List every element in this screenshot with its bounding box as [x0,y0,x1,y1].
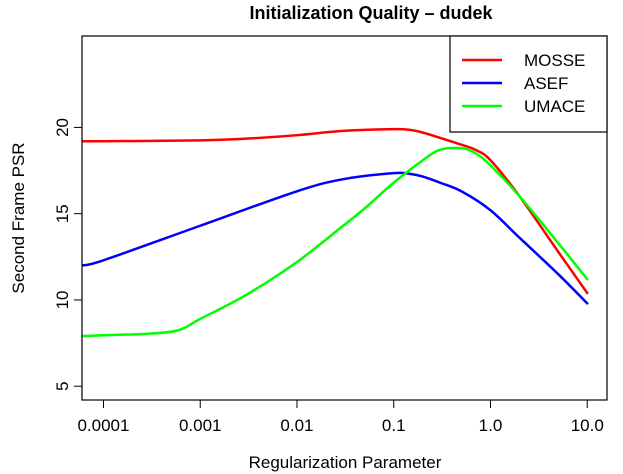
y-tick-label: 10 [53,290,72,309]
x-tick-label: 10.0 [571,416,604,435]
legend: MOSSE ASEF UMACE [449,35,608,133]
plot-area [82,127,589,338]
series-line-asef [82,171,589,305]
legend-label-asef: ASEF [524,74,568,93]
y-tick-label: 15 [53,204,72,223]
legend-label-umace: UMACE [524,97,585,116]
chart-title: Initialization Quality – dudek [249,3,493,23]
y-tick-label: 5 [53,381,72,390]
x-tick-label: 0.0001 [77,416,129,435]
x-tick-label: 1.0 [479,416,503,435]
x-tick-label: 0.001 [179,416,222,435]
y-axis-label: Second Frame PSR [9,142,28,293]
y-tick-label: 20 [53,118,72,137]
y-axis: 5 10 15 20 [53,118,82,391]
series-line-umace [82,146,589,338]
plot-frame [81,35,608,401]
series-line-mosse [82,127,589,295]
x-axis-label: Regularization Parameter [249,453,442,472]
x-tick-label: 0.01 [280,416,313,435]
x-axis: 0.0001 0.001 0.01 0.1 1.0 10.0 [77,400,604,435]
legend-label-mosse: MOSSE [524,51,585,70]
x-tick-label: 0.1 [382,416,406,435]
